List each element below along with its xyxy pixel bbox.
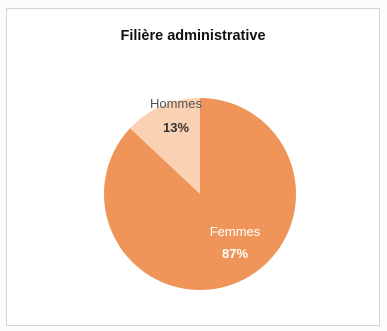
slice-label-hommes: Hommes [150, 96, 203, 111]
slice-percent-hommes: 13% [163, 120, 189, 135]
slice-label-femmes: Femmes [210, 224, 261, 239]
pie-slice-hommes [130, 98, 200, 194]
slice-percent-femmes: 87% [222, 246, 248, 261]
pie-slice-femmes [104, 98, 296, 290]
chart-title: Filière administrative [120, 28, 266, 44]
